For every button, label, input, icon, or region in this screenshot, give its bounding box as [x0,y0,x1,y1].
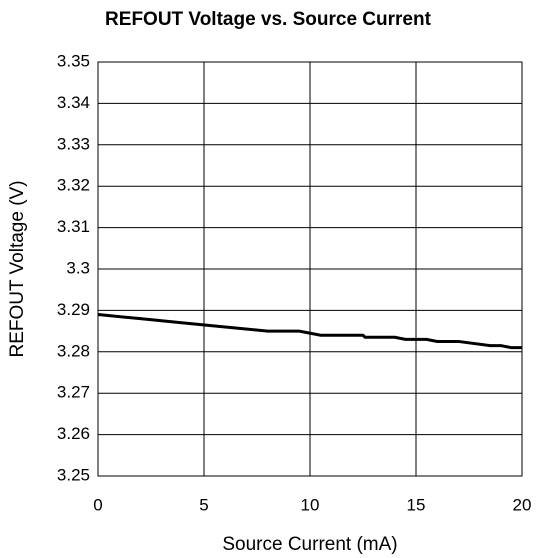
y-tick-label: 3.3 [66,258,90,277]
x-tick-label: 5 [199,495,208,514]
plot-frame [97,61,523,477]
y-tick-label: 3.34 [57,93,90,112]
x-axis-label: Source Current (mA) [222,534,397,555]
data-line [97,313,522,350]
y-tick-label: 3.35 [57,51,90,70]
y-tick-label: 3.31 [57,217,90,236]
y-tick-label: 3.33 [57,134,90,153]
y-tick-label: 3.32 [57,176,90,195]
y-tick-label: 3.25 [57,465,90,484]
y-tick-label: 3.28 [57,341,90,360]
y-tick-label: 3.27 [57,383,90,402]
y-tick-label: 3.26 [57,424,90,443]
y-tick-label: 3.29 [57,300,90,319]
x-tick-label: 0 [93,495,102,514]
chart-title: REFOUT Voltage vs. Source Current [105,9,432,30]
y-axis-label: REFOUT Voltage (V) [7,180,28,357]
x-tick-label: 15 [407,495,426,514]
x-tick-label: 10 [301,495,320,514]
x-tick-label: 20 [513,495,532,514]
